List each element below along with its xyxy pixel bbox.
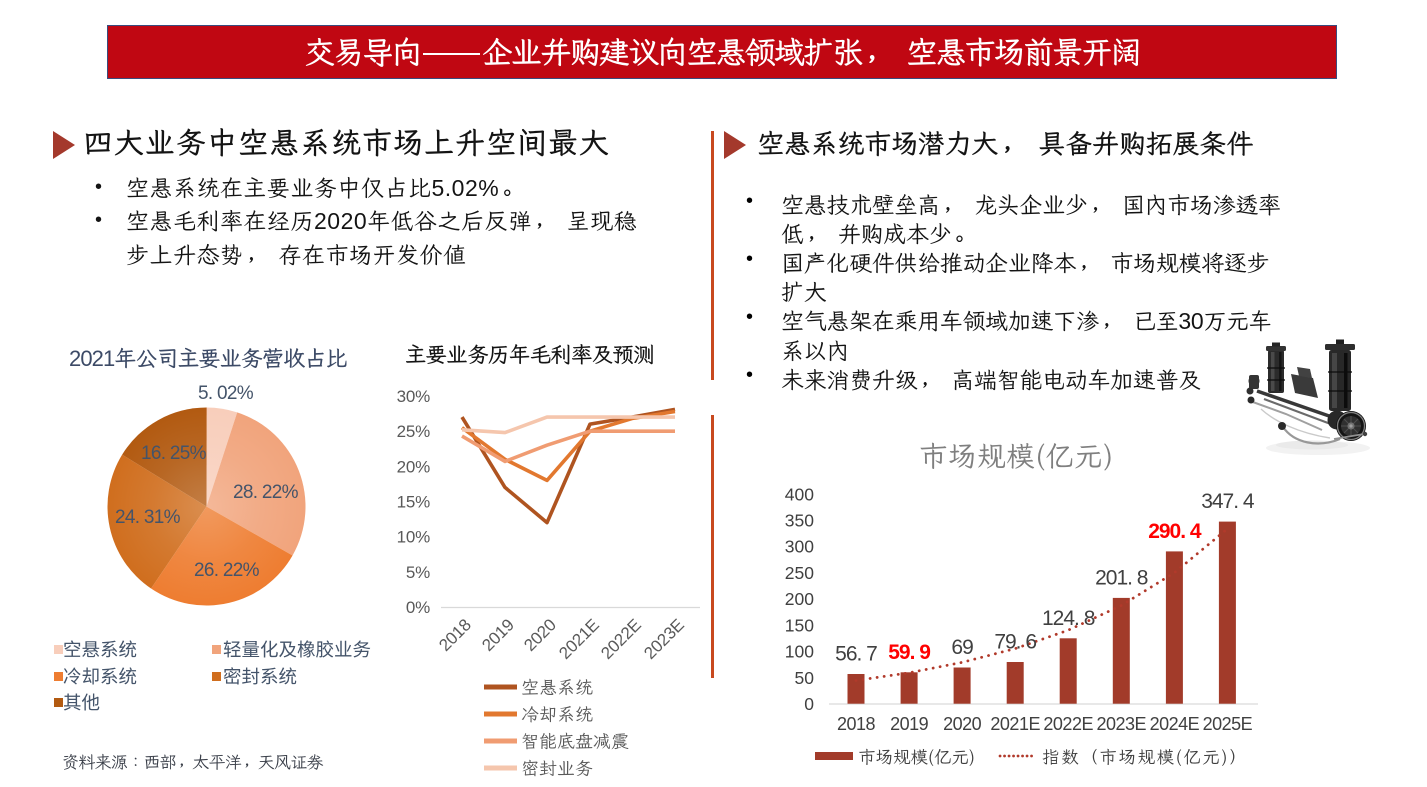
svg-text:300: 300 [785, 537, 814, 557]
svg-text:201. 8: 201. 8 [1095, 566, 1148, 589]
svg-text:250: 250 [785, 563, 814, 583]
svg-text:冷却系统: 冷却系统 [521, 703, 593, 727]
svg-text:指数（市场规模(亿元)）: 指数（市场规模(亿元)） [1042, 745, 1248, 768]
svg-text:69: 69 [951, 636, 973, 659]
svg-text:79. 6: 79. 6 [994, 631, 1036, 654]
svg-text:空悬系统: 空悬系统 [521, 676, 593, 700]
svg-text:市场规模(亿元): 市场规模(亿元) [858, 745, 975, 768]
svg-text:400: 400 [785, 484, 814, 504]
svg-text:2023E: 2023E [1097, 714, 1147, 734]
svg-text:0%: 0% [406, 598, 430, 617]
svg-text:2023E: 2023E [640, 615, 687, 662]
svg-text:2021E: 2021E [555, 615, 602, 662]
svg-text:50: 50 [795, 668, 815, 688]
svg-text:20%: 20% [397, 457, 431, 476]
svg-text:2020: 2020 [520, 615, 560, 655]
svg-text:100: 100 [785, 642, 814, 662]
svg-text:2019: 2019 [478, 615, 518, 655]
svg-text:2022E: 2022E [1043, 714, 1093, 734]
svg-text:56. 7: 56. 7 [835, 643, 877, 666]
svg-text:124. 8: 124. 8 [1042, 607, 1095, 630]
svg-text:10%: 10% [397, 528, 431, 547]
svg-text:2022E: 2022E [597, 615, 644, 662]
svg-text:2020: 2020 [943, 714, 982, 734]
svg-text:2019: 2019 [890, 714, 929, 734]
svg-text:347. 4: 347. 4 [1201, 490, 1255, 513]
svg-text:0: 0 [804, 694, 814, 714]
svg-text:30%: 30% [397, 387, 431, 406]
svg-text:150: 150 [785, 615, 814, 635]
svg-text:2024E: 2024E [1150, 714, 1200, 734]
svg-text:智能底盘减震: 智能底盘减震 [521, 730, 629, 754]
svg-text:2021E: 2021E [990, 714, 1040, 734]
svg-text:2018: 2018 [435, 615, 475, 655]
svg-text:200: 200 [785, 589, 814, 609]
svg-text:15%: 15% [397, 493, 431, 512]
svg-text:2018: 2018 [837, 714, 876, 734]
svg-text:59. 9: 59. 9 [888, 641, 930, 664]
svg-text:350: 350 [785, 511, 814, 531]
svg-text:2025E: 2025E [1203, 714, 1253, 734]
svg-text:25%: 25% [397, 422, 431, 441]
svg-text:290. 4: 290. 4 [1148, 520, 1202, 543]
svg-text:密封业务: 密封业务 [521, 757, 593, 781]
svg-text:5%: 5% [406, 563, 430, 582]
